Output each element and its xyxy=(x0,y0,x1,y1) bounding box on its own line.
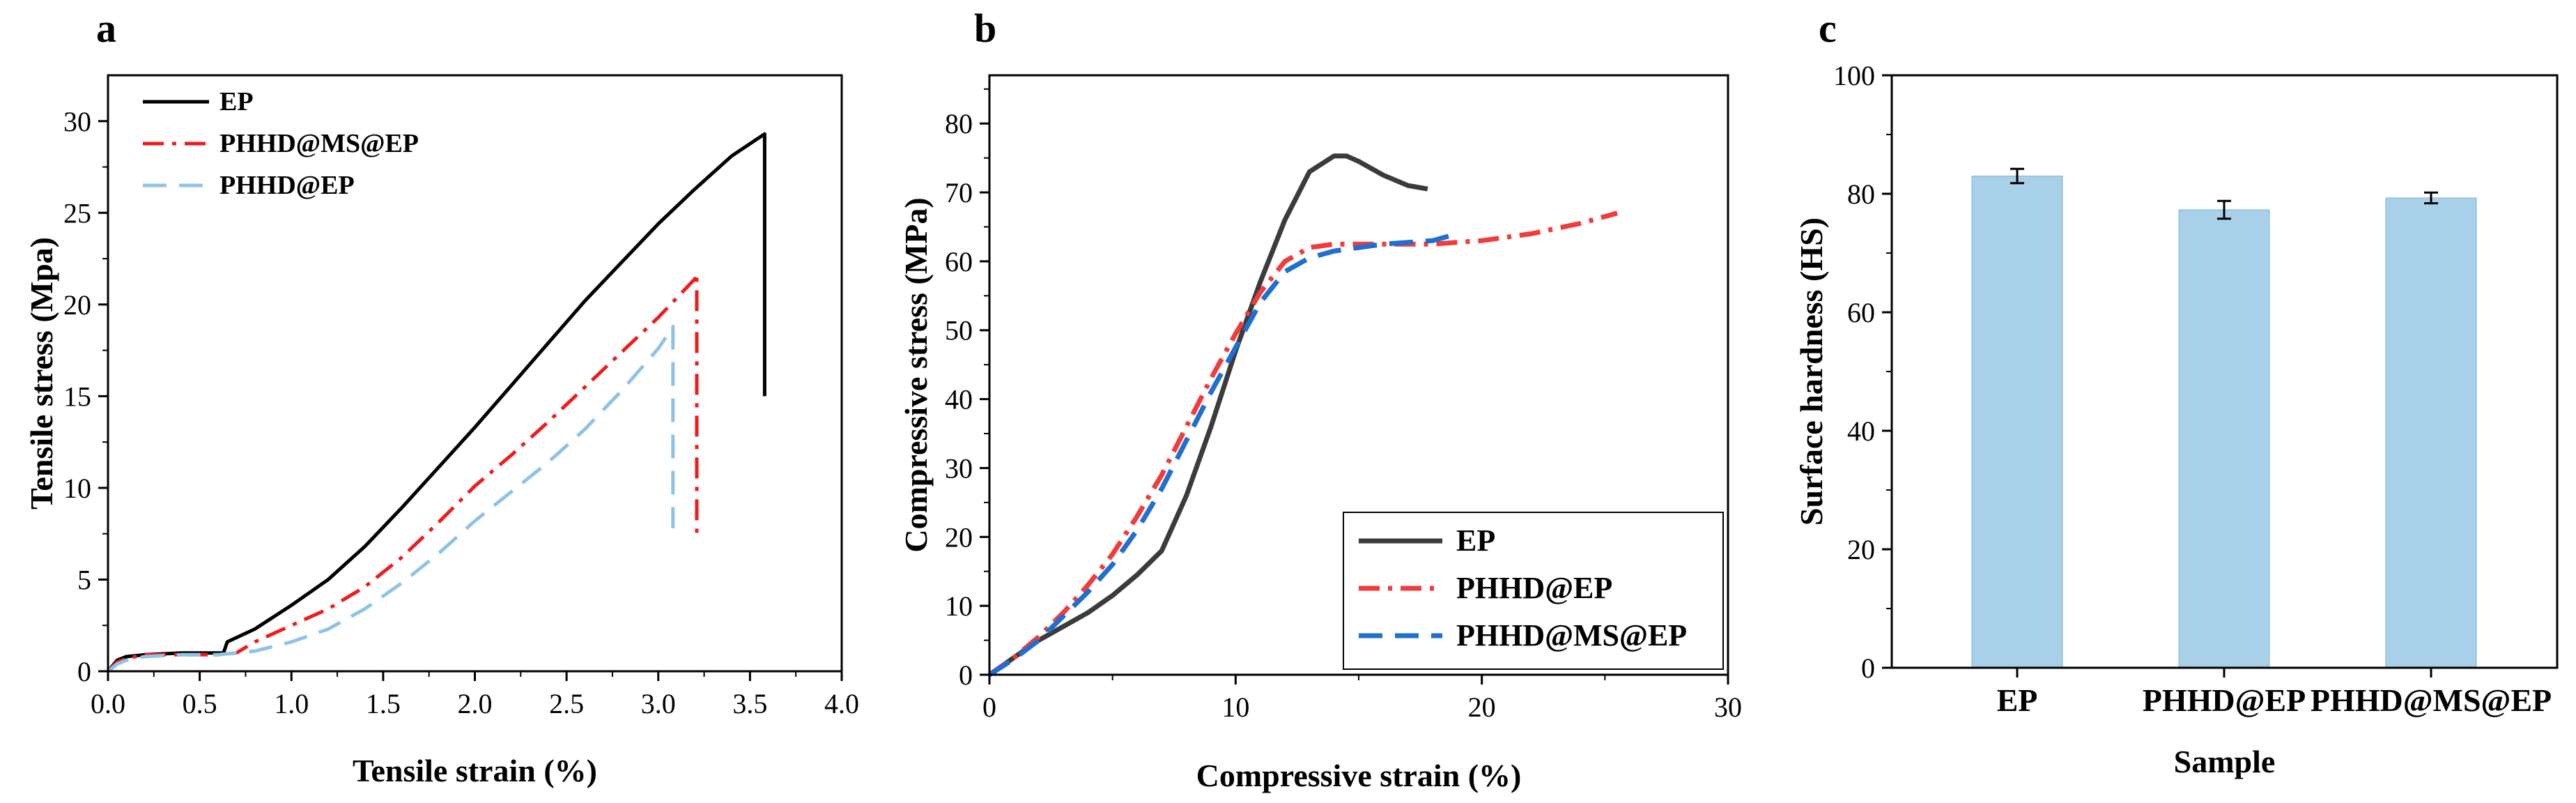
panel-b-x-tick-labels: 0 10 20 30 xyxy=(982,691,1742,723)
y-tick-label: 80 xyxy=(945,108,973,139)
panel-a-y-axis-title: Tensile stress (Mpa) xyxy=(24,237,59,510)
y-tick-label: 50 xyxy=(945,315,973,346)
panel-letter-a: a xyxy=(96,6,116,51)
panel-a-plot-frame xyxy=(107,74,843,673)
x-tick-label: 0 xyxy=(982,691,996,723)
x-tick-label: 0.0 xyxy=(91,688,125,719)
y-tick-label: 5 xyxy=(77,564,91,595)
x-tick-label: 2.5 xyxy=(549,688,584,719)
series-line-ep xyxy=(987,153,1428,677)
y-tick-label: 0 xyxy=(959,659,973,691)
panel-c-plot-frame xyxy=(1890,74,2559,669)
panel-a-ticks xyxy=(98,120,843,681)
series-line-phhd-ep xyxy=(107,324,675,673)
y-tick-label: 70 xyxy=(945,177,973,208)
x-tick-label: 1.5 xyxy=(366,688,401,719)
y-tick-label: 80 xyxy=(1847,178,1875,210)
y-tick-label: 20 xyxy=(1847,534,1875,565)
x-tick-label: 1.0 xyxy=(274,688,309,719)
legend-label-phhd-ms-ep: PHHD@MS@EP xyxy=(219,129,419,158)
panel-c-ticks xyxy=(1882,74,2432,678)
legend-label-ep: EP xyxy=(219,87,254,116)
y-tick-label: 10 xyxy=(63,473,91,504)
x-tick-label: 20 xyxy=(1468,691,1496,723)
panel-c-y-axis-title: Surface hardness (HS) xyxy=(1794,217,1829,526)
legend-label-phhd-ep: PHHD@EP xyxy=(1456,571,1612,605)
y-tick-label: 40 xyxy=(945,384,973,415)
x-tick-label: 4.0 xyxy=(824,688,859,719)
x-tick-label: EP xyxy=(1997,682,2038,718)
y-tick-label: 15 xyxy=(63,381,91,412)
series-line-ep xyxy=(107,132,766,673)
series-line-phhd-ep xyxy=(987,211,1618,677)
x-tick-label: 0.5 xyxy=(183,688,217,719)
panel-c-x-tick-labels: EP PHHD@EP PHHD@MS@EP xyxy=(1997,682,2552,718)
y-tick-label: 30 xyxy=(945,452,973,484)
series-line-phhd-ms-ep xyxy=(107,271,699,673)
x-tick-label: PHHD@EP xyxy=(2143,682,2306,718)
x-tick-label: 30 xyxy=(1714,691,1742,723)
panel-b-y-tick-labels: 0 10 20 30 40 50 60 70 80 xyxy=(945,108,973,691)
panel-b-plot-frame xyxy=(988,74,1729,676)
bar-ep xyxy=(1971,176,2063,668)
x-tick-label: 2.0 xyxy=(458,688,493,719)
panel-a-x-tick-labels: 0.0 0.5 1.0 1.5 2.0 2.5 3.0 3.5 4.0 xyxy=(91,688,859,719)
panel-b-series-lines xyxy=(987,153,1618,677)
panel-c-x-axis-title: Sample xyxy=(2174,744,2276,779)
panel-a-x-axis-title: Tensile strain (%) xyxy=(353,753,597,788)
y-tick-label: 10 xyxy=(945,590,973,622)
y-tick-label: 20 xyxy=(63,289,91,321)
panel-a-series-lines xyxy=(107,132,766,673)
panel-b-x-axis-title: Compressive strain (%) xyxy=(1196,758,1522,793)
y-tick-label: 0 xyxy=(77,656,91,687)
panel-a-y-tick-labels: 0 5 10 15 20 25 30 xyxy=(63,106,91,687)
y-tick-label: 30 xyxy=(63,106,91,137)
y-tick-label: 0 xyxy=(1861,652,1875,684)
y-tick-label: 60 xyxy=(945,246,973,277)
legend-label-phhd-ep: PHHD@EP xyxy=(219,171,355,200)
x-tick-label: 10 xyxy=(1221,691,1249,723)
y-tick-label: 40 xyxy=(1847,415,1875,447)
panel-c-bars xyxy=(1971,167,2477,668)
series-line-phhd-ms-ep xyxy=(988,231,1458,677)
panel-c-hardness-chart: c EP PHHD@EP PHHD@MS@EP 0 20 40 60 80 100 Sampl… xyxy=(1794,6,2559,779)
panel-b-legend: EP PHHD@EP PHHD@MS@EP xyxy=(1343,512,1724,670)
panel-a-tensile-chart: a 0.0 0.5 1.0 1.5 2.0 2.5 3.0 3.5 4.0 0 5 10 15 20 25… xyxy=(24,6,859,788)
x-tick-label: PHHD@MS@EP xyxy=(2311,682,2552,718)
x-tick-label: 3.5 xyxy=(732,688,767,719)
y-tick-label: 20 xyxy=(945,521,973,553)
bar-phhd-ep xyxy=(2178,209,2270,668)
panel-letter-b: b xyxy=(974,6,996,51)
panel-a-legend: EP PHHD@MS@EP PHHD@EP xyxy=(143,87,419,200)
panel-b-compressive-chart: b 0 10 20 30 0 10 20 30 40 50 60 70 80 Compressive … xyxy=(898,6,1742,793)
panel-letter-c: c xyxy=(1819,6,1837,51)
legend-label-phhd-ms-ep: PHHD@MS@EP xyxy=(1456,618,1687,652)
panel-b-y-axis-title: Compressive stress (MPa) xyxy=(898,197,934,552)
y-tick-label: 25 xyxy=(63,197,91,229)
panel-c-y-tick-labels: 0 20 40 60 80 100 xyxy=(1833,60,1875,684)
bar-phhd-ms-ep xyxy=(2385,197,2477,668)
x-tick-label: 3.0 xyxy=(641,688,676,719)
y-tick-label: 100 xyxy=(1833,60,1875,91)
legend-label-ep: EP xyxy=(1456,523,1495,558)
y-tick-label: 60 xyxy=(1847,297,1875,328)
